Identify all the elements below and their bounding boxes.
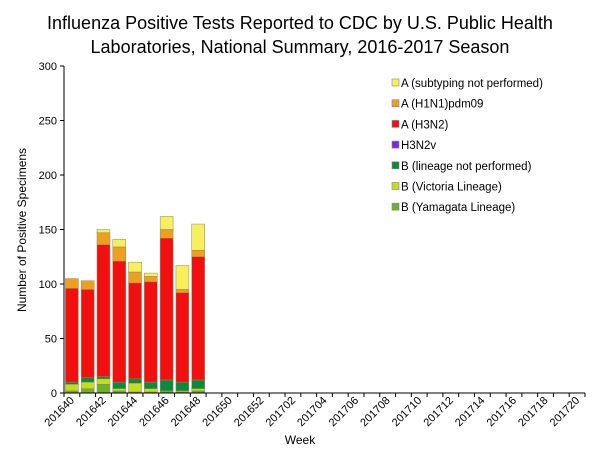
x-tick-label: 201704 xyxy=(295,395,329,429)
legend-label: B (Victoria Lineage) xyxy=(401,182,502,194)
legend-swatch xyxy=(391,161,400,170)
bar-segment-201648-b-lineage-not-performed- xyxy=(191,379,205,389)
x-tick-label: 201720 xyxy=(548,395,582,429)
bar-segment-201645-b-victoria-lineage- xyxy=(144,388,158,393)
bar-segment-201648-b-victoria-lineage- xyxy=(191,388,205,392)
y-tick-label: 300 xyxy=(39,61,57,73)
bar-segment-201642-a-h1n1-pdm09 xyxy=(96,232,111,246)
bar-segment-201641-a-h3n2- xyxy=(80,289,95,378)
bar-segment-201641-a-h1n1-pdm09 xyxy=(80,280,95,290)
legend-swatch xyxy=(391,99,400,107)
legend-swatch xyxy=(391,202,400,211)
x-tick-label: 201644 xyxy=(106,395,140,429)
y-axis-label: Number of Positive Specimens xyxy=(15,148,29,312)
legend-label: H3N2v xyxy=(401,140,436,152)
x-tick-label: 201716 xyxy=(485,395,519,429)
bar-segment-201643-a-subtyping-not-performed- xyxy=(112,239,126,248)
bar-segment-201644-a-h3n2- xyxy=(128,282,142,380)
legend-swatch xyxy=(391,120,400,128)
bar-segment-201644-b-lineage-not-performed- xyxy=(128,378,142,384)
x-tick-label: 201648 xyxy=(169,395,203,429)
legend-label: A (H3N2) xyxy=(401,119,448,131)
x-tick-label: 201650 xyxy=(200,395,234,429)
y-tick-label: 150 xyxy=(39,225,57,237)
bar-segment-201642-a-h3n2- xyxy=(96,244,111,377)
x-tick-label: 201706 xyxy=(327,395,361,429)
bar-segment-201647-a-h3n2- xyxy=(175,292,190,383)
y-tick-label: 50 xyxy=(45,334,57,346)
legend-swatch xyxy=(391,140,400,149)
bar-segment-201642-b-yamagata-lineage- xyxy=(96,384,111,394)
bar-segment-201647-a-subtyping-not-performed- xyxy=(175,265,190,290)
bar-segment-201640-b-lineage-not-performed- xyxy=(65,381,79,385)
x-tick-label: 201640 xyxy=(43,395,77,429)
bar-segment-201648-a-subtyping-not-performed- xyxy=(191,223,205,251)
bar-segment-201645-a-subtyping-not-performed- xyxy=(144,272,158,277)
x-tick-label: 201702 xyxy=(264,395,298,429)
bar-segment-201644-b-victoria-lineage- xyxy=(128,382,142,393)
bar-segment-201646-b-lineage-not-performed- xyxy=(159,379,174,392)
bar-segment-201646-a-h3n2- xyxy=(159,237,174,381)
bar-segment-201642-a-subtyping-not-performed- xyxy=(96,229,111,234)
legend-swatch xyxy=(391,182,400,190)
x-tick-label: 201642 xyxy=(74,395,108,429)
bar-segment-201648-a-h3n2- xyxy=(191,256,205,381)
bar-segment-201640-b-victoria-lineage- xyxy=(65,384,79,392)
y-tick-label: 0 xyxy=(51,388,57,400)
bar-segment-201643-a-h3n2- xyxy=(112,260,126,383)
bar-segment-201642-b-victoria-lineage- xyxy=(96,378,111,385)
x-axis-label: Week xyxy=(285,433,316,447)
y-tick-label: 100 xyxy=(39,279,57,291)
bar-segment-201641-b-yamagata-lineage- xyxy=(80,388,95,394)
y-tick-label: 200 xyxy=(39,170,57,182)
bar-segment-201646-a-h1n1-pdm09 xyxy=(159,229,174,239)
bar-segment-201646-a-subtyping-not-performed- xyxy=(159,216,174,230)
bar-segment-201648-a-h1n1-pdm09 xyxy=(191,249,205,258)
x-tick-label: 201646 xyxy=(137,395,171,429)
x-tick-label: 201712 xyxy=(421,395,455,429)
x-tick-label: 201708 xyxy=(358,395,392,429)
chart-title-line-2: Laboratories, National Summary, 2016-201… xyxy=(91,37,510,57)
legend-label: A (H1N1)pdm09 xyxy=(401,99,483,111)
legend-label: B (lineage not performed) xyxy=(401,161,532,173)
x-tick-label: 201710 xyxy=(390,395,424,429)
chart-title-line-1: Influenza Positive Tests Reported to CDC… xyxy=(47,13,553,33)
legend-swatch xyxy=(391,78,400,87)
bar-segment-201643-a-h1n1-pdm09 xyxy=(112,246,126,262)
bar-segment-201641-b-victoria-lineage- xyxy=(80,381,95,389)
bar-segment-201643-b-lineage-not-performed- xyxy=(112,381,126,389)
bars xyxy=(65,216,205,394)
legend-label: A (subtyping not performed) xyxy=(401,78,543,90)
bar-segment-201644-a-subtyping-not-performed- xyxy=(128,261,142,273)
bar-segment-201642-b-lineage-not-performed- xyxy=(96,376,111,380)
bar-segment-201640-a-h1n1-pdm09 xyxy=(65,278,79,289)
bar-segment-201640-a-h3n2- xyxy=(65,288,79,383)
x-tick-label: 201718 xyxy=(516,395,550,429)
y-tick-label: 250 xyxy=(39,116,57,128)
bar-segment-201647-a-h1n1-pdm09 xyxy=(175,289,190,293)
bar-segment-201643-b-victoria-lineage- xyxy=(112,388,126,392)
bar-segment-201647-b-lineage-not-performed- xyxy=(175,381,190,392)
bar-segment-201645-a-h1n1-pdm09 xyxy=(144,276,158,283)
bar-segment-201645-a-h3n2- xyxy=(144,281,158,383)
bar-segment-201645-b-lineage-not-performed- xyxy=(144,381,158,389)
bar-segment-201641-b-lineage-not-performed- xyxy=(80,377,95,383)
legend: A (subtyping not performed) A (H1N1)pdm09… xyxy=(391,78,543,214)
bar-segment-201644-a-h1n1-pdm09 xyxy=(128,271,142,284)
x-tick-label: 201714 xyxy=(453,395,487,429)
legend-label: B (Yamagata Lineage) xyxy=(401,202,515,214)
x-tick-label: 201652 xyxy=(232,395,266,429)
